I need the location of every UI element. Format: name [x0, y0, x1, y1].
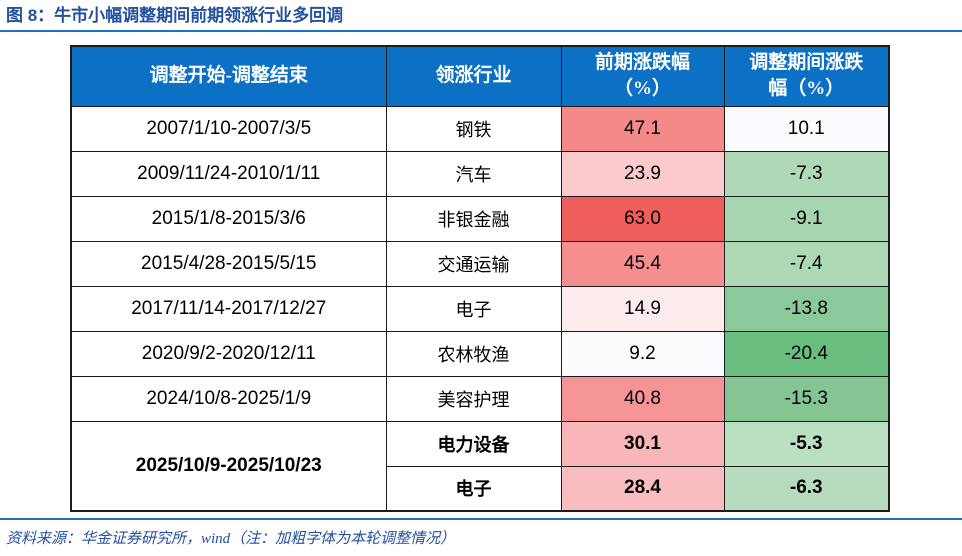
table-row: 2024/10/8-2025/1/9 美容护理 40.8 -15.3	[70, 375, 890, 422]
industry-cell: 钢铁	[385, 105, 562, 152]
table-row: 2015/1/8-2015/3/6 非银金融 63.0 -9.1	[70, 195, 890, 242]
industry-cell: 电子	[385, 465, 562, 512]
adjust-change-cell: -7.4	[723, 240, 890, 287]
prior-change-cell: 14.9	[560, 285, 725, 332]
prior-change-cell: 47.1	[560, 105, 725, 152]
prior-change-cell: 40.8	[560, 375, 725, 422]
adjustment-periods-table: 调整开始-调整结束 领涨行业 前期涨跌幅 （%） 调整期间涨跌 幅（%） 200…	[70, 45, 890, 512]
adjust-change-cell: -9.1	[723, 195, 890, 242]
prior-change-cell: 9.2	[560, 330, 725, 377]
prior-change-cell: 30.1	[560, 420, 725, 467]
table-row: 2015/4/28-2015/5/15 交通运输 45.4 -7.4	[70, 240, 890, 287]
table-row: 2007/1/10-2007/3/5 钢铁 47.1 10.1	[70, 105, 890, 152]
table-row-current-adjustment: 2025/10/9-2025/10/23 电力设备 30.1 -5.3	[70, 420, 890, 512]
table-row: 2020/9/2-2020/12/11 农林牧渔 9.2 -20.4	[70, 330, 890, 377]
adjust-change-cell: -20.4	[723, 330, 890, 377]
title-divider	[0, 30, 962, 32]
period-cell: 2015/1/8-2015/3/6	[70, 195, 387, 242]
industry-cell: 电力设备	[385, 420, 562, 467]
adjust-change-cell: -7.3	[723, 150, 890, 197]
adjust-change-cell: 10.1	[723, 105, 890, 152]
period-cell: 2020/9/2-2020/12/11	[70, 330, 387, 377]
period-cell: 2024/10/8-2025/1/9	[70, 375, 387, 422]
col-header-period: 调整开始-调整结束	[70, 45, 387, 107]
industry-cell: 非银金融	[385, 195, 562, 242]
period-cell: 2015/4/28-2015/5/15	[70, 240, 387, 287]
prior-change-cell: 63.0	[560, 195, 725, 242]
figure-title: 图 8：牛市小幅调整期间前期领涨行业多回调	[6, 6, 344, 25]
industry-cell: 农林牧渔	[385, 330, 562, 377]
table-header-row: 调整开始-调整结束 领涨行业 前期涨跌幅 （%） 调整期间涨跌 幅（%）	[70, 45, 890, 107]
adjust-change-cell: -15.3	[723, 375, 890, 422]
industry-cell: 交通运输	[385, 240, 562, 287]
period-cell: 2007/1/10-2007/3/5	[70, 105, 387, 152]
period-cell: 2009/11/24-2010/1/11	[70, 150, 387, 197]
prior-change-cell: 45.4	[560, 240, 725, 287]
table-row: 2009/11/24-2010/1/11 汽车 23.9 -7.3	[70, 150, 890, 197]
source-note: 资料来源：华金证券研究所，wind（注：加粗字体为本轮调整情况）	[6, 531, 456, 547]
prior-change-cell: 23.9	[560, 150, 725, 197]
adjust-change-cell: -5.3	[723, 420, 890, 467]
period-cell-merged: 2025/10/9-2025/10/23	[70, 420, 387, 512]
industry-cell: 电子	[385, 285, 562, 332]
table-row-current-adjustment: 电子 28.4 -6.3	[71, 465, 890, 512]
adjust-change-cell: -13.8	[723, 285, 890, 332]
col-header-prior-change: 前期涨跌幅 （%）	[560, 45, 725, 107]
adjust-change-cell: -6.3	[723, 465, 890, 512]
industry-cell: 美容护理	[385, 375, 562, 422]
period-cell: 2017/11/14-2017/12/27	[70, 285, 387, 332]
col-header-adjust-change: 调整期间涨跌 幅（%）	[723, 45, 890, 107]
table-row: 2017/11/14-2017/12/27 电子 14.9 -13.8	[70, 285, 890, 332]
prior-change-cell: 28.4	[560, 465, 725, 512]
col-header-industry: 领涨行业	[385, 45, 562, 107]
industry-cell: 汽车	[385, 150, 562, 197]
footer-divider	[0, 518, 962, 520]
